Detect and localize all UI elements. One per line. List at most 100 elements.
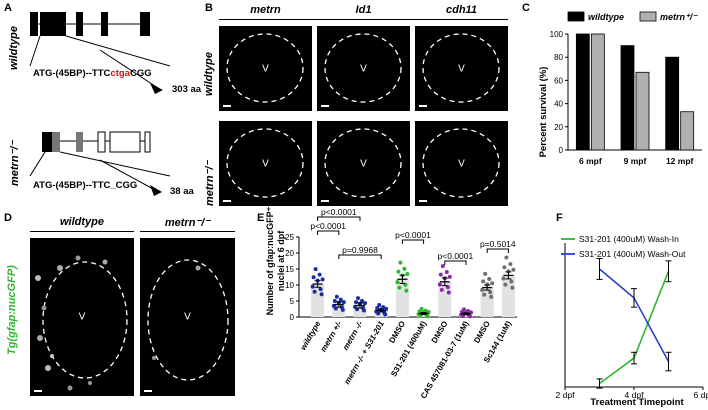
data-point <box>446 290 451 295</box>
bar-wildtype-1 <box>620 45 635 151</box>
data-point <box>312 289 317 294</box>
scale-bar <box>419 200 427 202</box>
panel-b-header-line <box>219 19 508 20</box>
data-point <box>488 290 493 295</box>
x-tick-label: metrn -/- + S31-201 <box>342 319 386 386</box>
y-tick-label: 20 <box>285 249 294 258</box>
data-point <box>398 260 403 265</box>
bar-wildtype-0 <box>575 33 590 151</box>
panel-b-col-id1: Id1 <box>355 4 372 16</box>
panel-a-label: A <box>4 2 12 14</box>
data-point <box>490 281 495 286</box>
data-point <box>384 306 389 311</box>
data-point <box>440 264 445 269</box>
ventricle-label: V <box>360 63 367 74</box>
x-tick-label: 4 dpf <box>625 390 645 400</box>
data-point <box>310 284 315 289</box>
data-point <box>489 294 494 299</box>
data-point <box>395 280 400 285</box>
micrograph-wt-cdh11: V <box>415 26 508 111</box>
bar-het-2 <box>680 111 695 151</box>
data-point <box>405 272 410 277</box>
panel-d-col-wildtype: wildtype <box>59 216 104 228</box>
micrograph-mut-id1: V <box>317 121 410 206</box>
y-tick-label: 5 <box>290 297 295 306</box>
data-point <box>482 292 487 297</box>
data-point <box>425 314 430 319</box>
y-tick-label: 10 <box>285 281 294 290</box>
ventricle-label: V <box>360 158 367 169</box>
x-tick-label: 2 dpf <box>556 390 576 400</box>
data-point <box>504 255 509 260</box>
data-point <box>468 314 472 319</box>
data-point <box>383 312 388 317</box>
data-point <box>404 288 409 293</box>
panel-b-row-wildtype: wildtype <box>203 51 215 96</box>
series-line-wash-in <box>599 270 670 385</box>
panel-b-col-cdh11: cdh11 <box>446 4 477 16</box>
panel-d-header-line-2 <box>140 231 235 232</box>
x-tick-label: DMSO <box>387 320 407 345</box>
p-value: p<0.0001 <box>310 221 346 231</box>
micrograph-mut-metrn: V <box>219 121 312 206</box>
panel-b-label: B <box>205 2 213 14</box>
data-point <box>319 292 324 297</box>
legend-label: wildtype <box>588 12 624 22</box>
data-point <box>439 287 444 292</box>
panel-d-header-line-1 <box>30 231 134 232</box>
bar-7 <box>459 313 473 317</box>
data-point <box>447 274 452 279</box>
data-point <box>501 276 506 281</box>
data-point <box>332 298 337 303</box>
ventricle-label: V <box>262 158 269 169</box>
x-tick-label: DMSO <box>472 320 492 345</box>
x-tick-label: 6 dpf <box>694 390 708 400</box>
data-point <box>318 287 323 292</box>
data-point <box>509 279 514 284</box>
data-point <box>360 298 364 303</box>
y-axis-label-2: nuclei at 6 dpf <box>276 230 286 292</box>
scale-bar <box>321 200 329 202</box>
data-point <box>354 300 358 305</box>
panel-b-col-metrn: metrn <box>250 4 281 16</box>
data-point <box>503 282 508 287</box>
gene-structure-diagram <box>29 12 171 196</box>
legend-swatch <box>639 11 657 22</box>
ventricle-label: V <box>458 63 465 74</box>
x-tick-label: 6 mpf <box>579 156 602 166</box>
p-value: p=0.9968 <box>342 245 378 255</box>
mutant-sequence: ATG-(45BP)--TTC_CGG <box>33 180 138 191</box>
wt-protein-length: 303 aa <box>172 84 202 95</box>
data-point <box>320 277 325 282</box>
data-point <box>483 271 488 276</box>
y-tick-label: 40 <box>554 100 563 109</box>
y-axis-label: Number of gfap:nucGFP⁺ <box>265 206 275 315</box>
data-point <box>508 262 513 267</box>
data-point <box>363 301 367 306</box>
micrograph-d-mutant: V <box>140 238 235 396</box>
data-point <box>510 285 515 290</box>
data-point <box>311 275 316 280</box>
data-point <box>356 296 360 301</box>
data-point <box>444 269 449 274</box>
bar-wildtype-2 <box>665 56 680 151</box>
significance-bracket <box>338 254 382 259</box>
data-point <box>377 303 382 307</box>
panel-b-row-mutant: metrn⁻/⁻ <box>204 160 216 206</box>
scale-bar <box>419 105 427 107</box>
bar-3 <box>374 310 388 317</box>
legend-label: S31-201 (400uM) Wash-Out <box>579 249 686 259</box>
legend-swatch <box>567 11 585 22</box>
micrograph-d-wildtype: V <box>30 238 134 396</box>
data-point <box>419 306 424 311</box>
p-value: p=0.5014 <box>480 239 516 249</box>
micrograph-mut-cdh11: V <box>415 121 508 206</box>
y-tick-label: 100 <box>550 30 564 39</box>
panel-d-col-mutant: metrn⁻/⁻ <box>164 217 211 229</box>
scale-bar <box>34 390 42 392</box>
significance-bracket <box>444 260 467 265</box>
bar-het-1 <box>635 71 650 151</box>
y-axis-label: Percent survival (%) <box>538 67 549 158</box>
gfap-nuclei-chart: Number of gfap:nucGFP⁺ nuclei at 6 dpf 0… <box>265 206 517 400</box>
scale-bar <box>223 200 231 202</box>
